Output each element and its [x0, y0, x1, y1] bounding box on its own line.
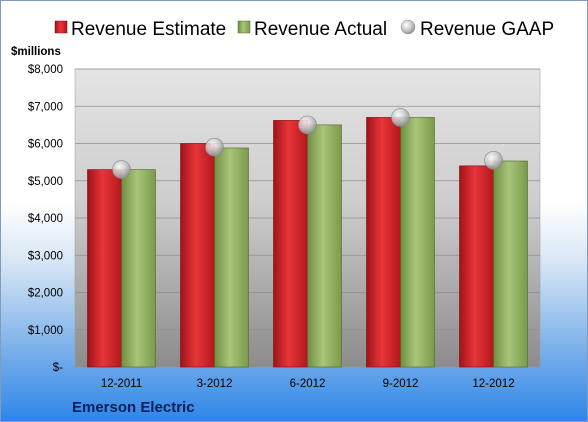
- marker-revenue-gaap: [484, 150, 503, 170]
- company-label: Emerson Electric: [72, 399, 195, 416]
- bar-revenue-actual: [400, 117, 435, 368]
- y-tick-label: $2,000: [28, 288, 63, 300]
- x-tick-label: 9-2012: [383, 378, 419, 390]
- y-axis-unit-label: $millions: [11, 46, 61, 58]
- bar-revenue-estimate: [180, 143, 215, 368]
- legend-swatch-revenue-estimate: [54, 20, 68, 34]
- legend-swatch-revenue-actual: [237, 20, 251, 34]
- bar-revenue-actual: [214, 147, 249, 368]
- y-tick-label: $-: [53, 362, 63, 374]
- gaap-markers: [112, 108, 503, 179]
- bar-revenue-estimate: [273, 120, 308, 368]
- marker-revenue-gaap: [298, 115, 317, 135]
- y-tick-label: $3,000: [28, 250, 63, 262]
- legend-item-revenue-gaap: Revenue GAAP: [400, 19, 554, 40]
- bar-revenue-actual: [493, 160, 528, 368]
- bar-revenue-actual: [121, 169, 156, 368]
- marker-revenue-gaap: [112, 160, 131, 179]
- y-tick-label: $4,000: [28, 213, 63, 225]
- legend-label-revenue-estimate: Revenue Estimate: [71, 19, 226, 40]
- legend-item-revenue-actual: Revenue Actual: [237, 19, 387, 40]
- legend-label-revenue-gaap: Revenue GAAP: [420, 19, 554, 40]
- bar-series: [87, 117, 528, 368]
- legend-label-revenue-actual: Revenue Actual: [254, 19, 387, 40]
- legend-swatch-revenue-gaap: [400, 19, 416, 35]
- marker-revenue-gaap: [205, 137, 224, 157]
- y-tick-label: $6,000: [28, 139, 63, 151]
- x-tick-label: 12-2011: [101, 378, 142, 390]
- marker-revenue-gaap: [391, 108, 410, 127]
- y-tick-label: $1,000: [28, 325, 63, 337]
- x-tick-label: 6-2012: [290, 378, 326, 390]
- y-tick-label: $7,000: [28, 101, 63, 113]
- bar-revenue-actual: [307, 124, 342, 368]
- bar-revenue-estimate: [459, 165, 494, 368]
- x-tick-label: 12-2012: [472, 378, 514, 390]
- y-tick-label: $5,000: [28, 176, 63, 188]
- y-axis-tick-labels: $- $1,000 $2,000 $3,000 $4,000 $5,000 $6,000 $7…: [28, 64, 63, 374]
- x-tick-label: 3-2012: [197, 378, 233, 390]
- bar-revenue-estimate: [87, 169, 122, 368]
- legend-item-revenue-estimate: Revenue Estimate: [54, 19, 226, 40]
- chart-legend: Revenue Estimate Revenue Actual Revenue …: [54, 19, 554, 40]
- bar-revenue-estimate: [366, 117, 401, 368]
- x-axis-tick-labels: 12-2011 3-2012 6-2012 9-2012 12-2012: [101, 378, 515, 390]
- y-tick-label: $8,000: [28, 64, 63, 76]
